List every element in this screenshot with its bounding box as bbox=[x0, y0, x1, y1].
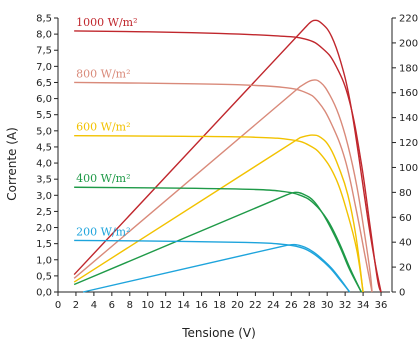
series-label: 600 W/m² bbox=[76, 121, 130, 134]
iv-curve bbox=[74, 239, 351, 293]
y-left-tick-label: 7,5 bbox=[36, 46, 52, 57]
y-left-tick-label: 2,0 bbox=[36, 223, 52, 234]
x-tick-label: 34 bbox=[357, 300, 370, 311]
y-right-tick-label: 160 bbox=[399, 88, 418, 99]
iv-curve bbox=[74, 81, 373, 293]
y-right-tick-label: 100 bbox=[399, 163, 418, 174]
y-left-tick-label: 1,5 bbox=[36, 239, 52, 250]
series-label: 800 W/m² bbox=[76, 67, 130, 80]
x-tick-label: 36 bbox=[375, 300, 388, 311]
y-left-tick-label: 5,5 bbox=[36, 110, 52, 121]
x-tick-label: 28 bbox=[303, 300, 316, 311]
pv-curve bbox=[73, 19, 382, 293]
y-right-tick-label: 40 bbox=[399, 238, 412, 249]
y-left-tick-label: 2,5 bbox=[36, 207, 52, 218]
x-tick-label: 20 bbox=[231, 300, 244, 311]
x-tick-label: 0 bbox=[55, 300, 61, 311]
y-left-tick-label: 6,0 bbox=[36, 94, 52, 105]
series-label: 1000 W/m² bbox=[76, 16, 137, 29]
y-axis-title: Corrente (A) bbox=[5, 127, 19, 201]
iv-curve bbox=[74, 134, 364, 293]
y-right-tick-label: 140 bbox=[399, 113, 418, 124]
x-tick-label: 6 bbox=[109, 300, 115, 311]
x-tick-label: 2 bbox=[73, 300, 79, 311]
x-tick-label: 22 bbox=[249, 300, 262, 311]
y-left-tick-label: 1,0 bbox=[36, 255, 52, 266]
axes: 0 2 4 6 8 10 12 14 16 18 20 22 24 26 28 30 32 34 360,00,51… bbox=[36, 14, 418, 312]
iv-curve bbox=[74, 186, 362, 293]
y-left-tick-label: 0,5 bbox=[36, 271, 52, 282]
y-left-tick-label: 8,0 bbox=[36, 30, 52, 41]
series-label: 400 W/m² bbox=[76, 172, 130, 185]
y-left-tick-label: 4,5 bbox=[36, 142, 52, 153]
series-label: 200 W/m² bbox=[76, 225, 130, 238]
x-tick-label: 4 bbox=[91, 300, 97, 311]
y-left-tick-label: 0,0 bbox=[36, 288, 52, 299]
y-right-tick-label: 0 bbox=[399, 288, 405, 299]
series-1: 800 W/m² bbox=[73, 67, 373, 293]
x-tick-label: 12 bbox=[159, 300, 172, 311]
pv-curve bbox=[73, 79, 373, 293]
x-tick-label: 30 bbox=[321, 300, 334, 311]
y-left-tick-label: 6,5 bbox=[36, 78, 52, 89]
y-right-tick-label: 200 bbox=[399, 38, 418, 49]
y-right-tick-label: 120 bbox=[399, 138, 418, 149]
y-left-tick-label: 7,0 bbox=[36, 62, 52, 73]
y-left-tick-label: 4,0 bbox=[36, 159, 52, 170]
y-right-tick-label: 80 bbox=[399, 188, 412, 199]
series-4: 200 W/m² bbox=[74, 225, 351, 293]
series-3: 400 W/m² bbox=[73, 172, 362, 293]
series-2: 600 W/m² bbox=[73, 121, 364, 293]
pv-curve bbox=[73, 134, 364, 293]
y-right-tick-label: 220 bbox=[399, 14, 418, 25]
y-left-tick-label: 8,5 bbox=[36, 14, 52, 25]
x-tick-label: 16 bbox=[195, 300, 208, 311]
pv-curve bbox=[82, 243, 351, 293]
x-tick-label: 10 bbox=[141, 300, 154, 311]
y-left-tick-label: 5,0 bbox=[36, 126, 52, 137]
y-right-tick-label: 180 bbox=[399, 63, 418, 74]
y-right-tick-label: 20 bbox=[399, 263, 412, 274]
x-tick-label: 18 bbox=[213, 300, 226, 311]
x-tick-label: 14 bbox=[177, 300, 190, 311]
y-left-tick-label: 3,5 bbox=[36, 175, 52, 186]
series-0: 1000 W/m² bbox=[73, 16, 382, 293]
pv-curve bbox=[73, 191, 362, 293]
y-left-tick-label: 3,0 bbox=[36, 191, 52, 202]
x-tick-label: 24 bbox=[267, 300, 280, 311]
y-right-tick-label: 60 bbox=[399, 213, 412, 224]
iv-curve bbox=[74, 30, 382, 293]
x-tick-label: 26 bbox=[285, 300, 298, 311]
series-group: 1000 W/m² 800 W/m² 600 W/m² 400 W/m² 200 W/m… bbox=[73, 16, 382, 293]
x-axis-title: Tensione (V) bbox=[181, 326, 256, 340]
x-tick-label: 32 bbox=[339, 300, 352, 311]
x-tick-label: 8 bbox=[127, 300, 133, 311]
